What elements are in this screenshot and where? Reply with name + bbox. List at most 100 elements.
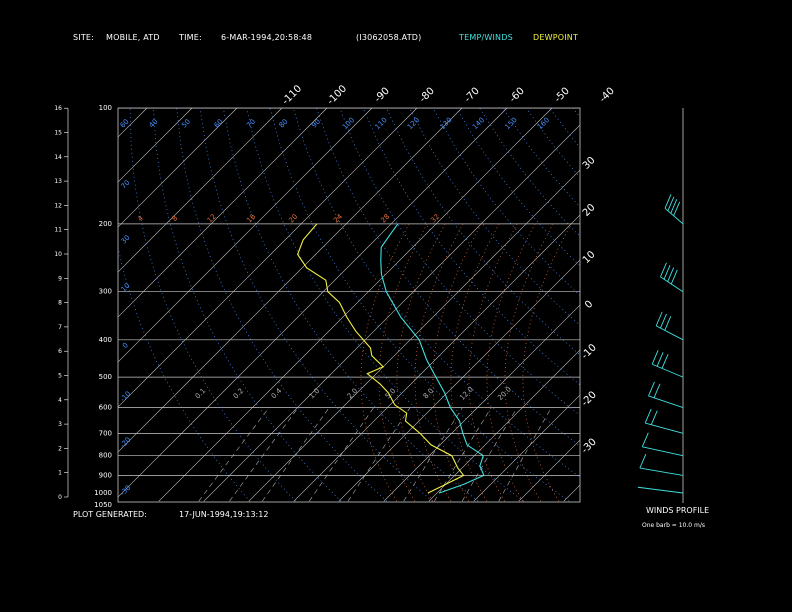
height-tick-label: 2 — [58, 445, 62, 452]
mixing-ratio-label: 5.0 — [384, 387, 398, 401]
moist-adiabat-label: 16 — [245, 212, 257, 224]
wind-barb-feather — [660, 313, 667, 329]
wind-barb-feather — [641, 432, 649, 447]
moist-adiabat-line — [360, 223, 410, 502]
moist-adiabat-label: 12 — [206, 213, 218, 225]
mixing-ratio-label: 0.2 — [232, 387, 246, 401]
pressure-tick-label: 800 — [99, 452, 112, 460]
pressure-tick-label: 200 — [99, 220, 112, 228]
isotherm-line — [0, 108, 12, 501]
dry-adiabat-label: 30 — [120, 234, 132, 246]
dry-adiabat-line — [525, 108, 580, 178]
plot-generated-label: PLOT GENERATED: — [73, 510, 147, 519]
dry-adiabat-line — [572, 108, 580, 118]
dry-adiabat-line — [316, 108, 580, 447]
dry-adiabat-line — [759, 108, 792, 501]
height-tick-label: 9 — [58, 275, 62, 282]
isotherm-label: -30 — [580, 437, 599, 456]
dry-adiabat-line — [432, 108, 580, 296]
isotherm-line — [118, 108, 328, 318]
isotherm-line — [654, 108, 792, 501]
isotherm-line — [0, 108, 57, 501]
wind-barb-feather — [650, 410, 658, 425]
isotherm-label: -20 — [580, 389, 599, 408]
dry-adiabat-line — [502, 108, 580, 208]
height-tick-label: 1 — [58, 470, 62, 477]
legend-dewpoint: DEWPOINT — [533, 33, 579, 42]
isotherm-label: -110 — [280, 83, 304, 107]
isotherm-label: 10 — [581, 249, 598, 266]
isotherm-label: -70 — [463, 86, 482, 105]
mixing-ratio-line — [229, 407, 299, 502]
isotherm-label: -50 — [553, 86, 572, 105]
dry-adiabat-label: 10 — [120, 282, 132, 294]
height-tick-label: 8 — [58, 300, 62, 307]
wind-barb — [660, 276, 684, 293]
isotherm-line — [428, 349, 580, 502]
dry-adiabat-line — [712, 108, 792, 501]
mixing-ratio-label: 8.0 — [422, 387, 436, 401]
moist-adiabat-label: 32 — [429, 213, 441, 225]
moist-adiabat-line — [378, 223, 428, 502]
height-tick-label: 0 — [58, 494, 62, 501]
pressure-tick-label: 1050 — [94, 501, 112, 509]
pressure-tick-label: 300 — [99, 288, 112, 296]
isotherm-line — [118, 108, 193, 183]
dry-adiabat-line — [619, 108, 792, 501]
isotherm-label: -80 — [418, 86, 437, 105]
isotherm-line — [118, 108, 463, 453]
isotherm-line — [118, 108, 418, 408]
moist-adiabat-label: 24 — [332, 212, 344, 224]
pressure-tick-label: 600 — [99, 404, 112, 412]
height-tick-label: 13 — [54, 178, 62, 185]
dry-adiabat-label: 140 — [471, 116, 486, 131]
dry-adiabat-label: 0 — [121, 341, 130, 350]
dry-adiabat-line — [339, 108, 580, 416]
moist-adiabat-line — [468, 223, 518, 502]
mixing-ratio-label: 0.4 — [270, 386, 284, 400]
pressure-tick-label: 400 — [99, 336, 112, 344]
wind-barb-feather — [673, 201, 681, 216]
dry-adiabat-line — [689, 108, 792, 501]
isotherm-label: 0 — [583, 299, 595, 311]
temp-winds-line — [380, 223, 485, 494]
isotherm-label: 20 — [581, 202, 598, 219]
wind-barb-feather — [655, 311, 663, 327]
dry-adiabat-line — [292, 108, 580, 478]
dry-adiabat-label: 100 — [341, 116, 356, 131]
site-value: MOBILE, ATD — [106, 33, 160, 42]
wind-barb-feather — [664, 194, 672, 209]
wind-barb-feather — [670, 269, 678, 285]
dry-adiabat-label: 80 — [278, 118, 290, 130]
pressure-tick-label: 900 — [99, 471, 112, 479]
height-tick-label: 16 — [54, 105, 62, 112]
winds-profile-label: WINDS PROFILE — [646, 506, 710, 515]
isotherm-label: -90 — [373, 86, 392, 105]
wind-barb-feather — [648, 381, 655, 397]
isotherm-line — [118, 108, 373, 363]
barb-note: One barb = 10.0 m/s — [642, 522, 705, 529]
dry-adiabat-line — [362, 108, 580, 386]
wind-barb-feather — [656, 352, 664, 367]
dry-adiabat-line — [479, 108, 580, 237]
isotherm-label: -10 — [580, 342, 599, 361]
time-label: TIME: — [179, 33, 202, 42]
wind-barb — [642, 446, 684, 457]
mixing-ratio-label: 0.1 — [194, 387, 208, 401]
isotherm-line — [0, 108, 102, 501]
height-tick-label: 12 — [54, 202, 62, 209]
mixing-ratio-line — [262, 407, 330, 502]
isotherm-line — [383, 304, 580, 502]
wind-barb — [655, 325, 684, 341]
mixing-ratio-label: 20.0 — [496, 385, 513, 402]
isotherm-label: -100 — [325, 83, 349, 107]
pressure-tick-label: 500 — [99, 373, 112, 381]
mixing-ratio-line — [434, 407, 492, 502]
dry-adiabat-line — [118, 245, 251, 502]
dry-adiabat-line — [269, 108, 570, 502]
mixing-ratio-label: 2.0 — [346, 387, 360, 401]
dry-adiabat-label: 40 — [148, 118, 160, 130]
height-tick-label: 15 — [54, 130, 62, 137]
wind-barb-feather — [651, 350, 659, 365]
legend-temp-winds: TEMP/WINDS — [459, 33, 513, 42]
